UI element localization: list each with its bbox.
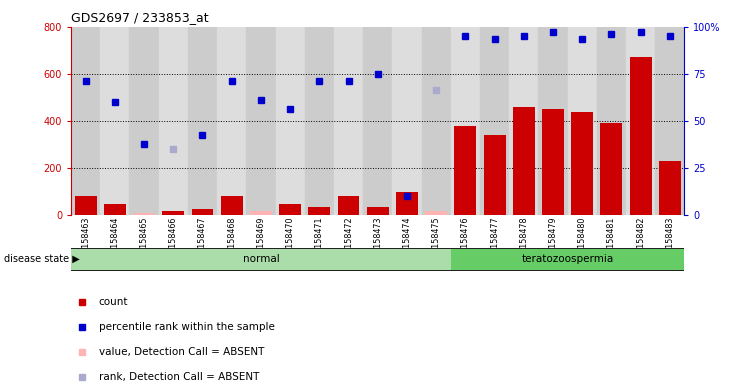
Bar [571, 112, 593, 215]
Text: disease state ▶: disease state ▶ [4, 254, 79, 264]
Text: normal: normal [242, 254, 279, 264]
Text: GDS2697 / 233853_at: GDS2697 / 233853_at [71, 11, 209, 24]
Text: value, Detection Call = ABSENT: value, Detection Call = ABSENT [99, 347, 264, 357]
Bar [363, 27, 393, 215]
Bar [279, 204, 301, 215]
Bar [597, 27, 626, 215]
Bar [480, 27, 509, 215]
Bar [129, 27, 159, 215]
Bar [75, 196, 96, 215]
Bar [455, 126, 476, 215]
Bar [630, 58, 652, 215]
Bar [451, 249, 684, 270]
Bar [393, 27, 422, 215]
Bar [539, 27, 568, 215]
Bar [162, 211, 184, 215]
Bar [655, 27, 684, 215]
Bar [422, 27, 451, 215]
Text: rank, Detection Call = ABSENT: rank, Detection Call = ABSENT [99, 372, 259, 382]
Bar [626, 27, 655, 215]
Bar [337, 196, 360, 215]
Bar [250, 211, 272, 215]
Bar [133, 213, 155, 215]
Bar [513, 107, 535, 215]
Bar [308, 207, 331, 215]
Bar [367, 207, 389, 215]
Text: percentile rank within the sample: percentile rank within the sample [99, 322, 275, 332]
Bar [396, 192, 418, 215]
Bar [484, 135, 506, 215]
Bar [100, 27, 129, 215]
Bar [451, 27, 480, 215]
Bar [659, 161, 681, 215]
Text: teratozoospermia: teratozoospermia [521, 254, 613, 264]
Bar [191, 209, 213, 215]
Bar [275, 27, 304, 215]
Bar [71, 249, 451, 270]
Bar [159, 27, 188, 215]
Bar [188, 27, 217, 215]
Bar [217, 27, 246, 215]
Bar [425, 211, 447, 215]
Bar [334, 27, 363, 215]
Bar [104, 204, 126, 215]
Bar [568, 27, 597, 215]
Bar [71, 27, 100, 215]
Bar [542, 109, 564, 215]
Bar [304, 27, 334, 215]
Bar [246, 27, 275, 215]
Text: count: count [99, 297, 128, 307]
Bar [221, 196, 242, 215]
Bar [601, 123, 622, 215]
Bar [509, 27, 539, 215]
